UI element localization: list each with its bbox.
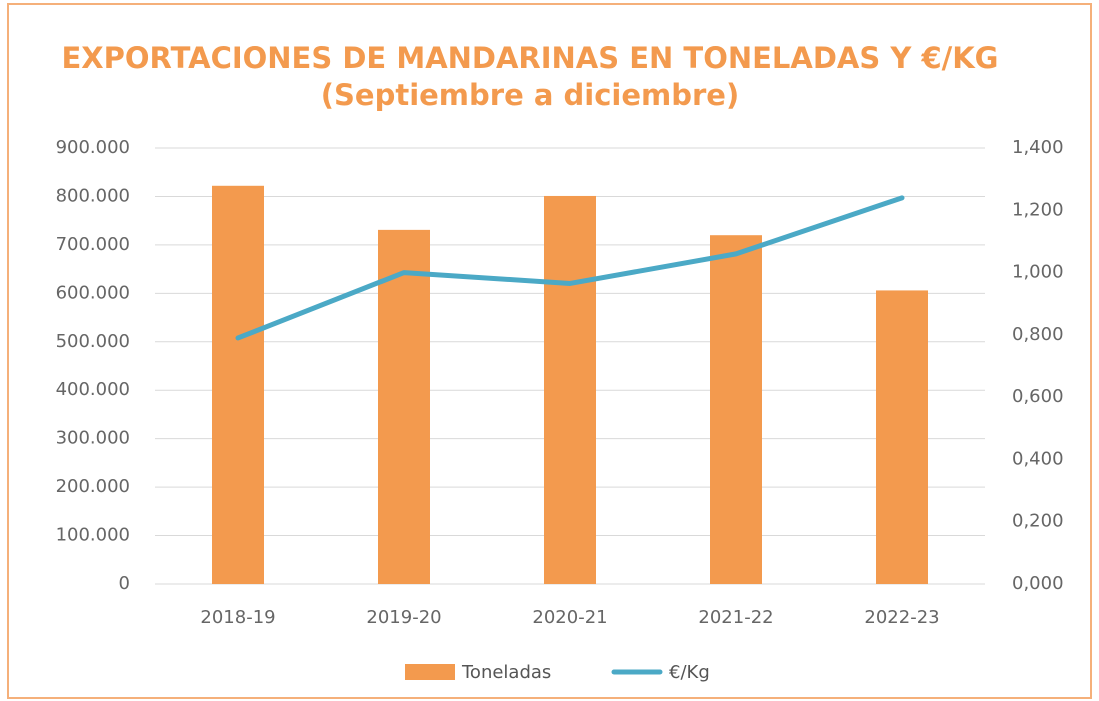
- y-tick-label: 200.000: [56, 476, 130, 497]
- x-tick-label: 2021-22: [698, 607, 773, 628]
- x-tick-label: 2022-23: [864, 607, 939, 628]
- y-tick-label: 600.000: [56, 282, 130, 303]
- y-tick-label: 400.000: [56, 379, 130, 400]
- legend-label: €/Kg: [669, 662, 710, 683]
- y2-tick-label: 1,000: [1012, 262, 1064, 283]
- y2-tick-label: 0,400: [1012, 448, 1064, 469]
- y2-tick-label: 0,800: [1012, 324, 1064, 345]
- x-tick-label: 2018-19: [200, 607, 275, 628]
- y-tick-label: 500.000: [56, 331, 130, 352]
- y-tick-label: 700.000: [56, 234, 130, 255]
- bar: [876, 290, 928, 584]
- y-tick-label: 300.000: [56, 428, 130, 449]
- legend-label: Toneladas: [461, 662, 551, 683]
- y2-tick-label: 0,200: [1012, 511, 1064, 532]
- y-tick-label: 900.000: [56, 137, 130, 158]
- bar: [212, 185, 264, 584]
- bar: [544, 195, 596, 584]
- legend-swatch: [405, 664, 455, 680]
- x-tick-label: 2019-20: [366, 607, 441, 628]
- bar: [378, 229, 430, 585]
- y2-tick-label: 1,200: [1012, 199, 1064, 220]
- y2-tick-label: 0,000: [1012, 573, 1064, 594]
- y-tick-label: 800.000: [56, 185, 130, 206]
- y-tick-label: 0: [119, 573, 130, 594]
- bar: [710, 235, 762, 584]
- x-tick-label: 2020-21: [532, 607, 607, 628]
- chart-title: EXPORTACIONES DE MANDARINAS EN TONELADAS…: [61, 41, 998, 75]
- chart-subtitle: (Septiembre a diciembre): [321, 78, 739, 112]
- frame: [7, 3, 1092, 699]
- y2-tick-label: 1,400: [1012, 137, 1064, 158]
- y2-tick-label: 0,600: [1012, 386, 1064, 407]
- y-tick-label: 100.000: [56, 525, 130, 546]
- line: [235, 195, 905, 341]
